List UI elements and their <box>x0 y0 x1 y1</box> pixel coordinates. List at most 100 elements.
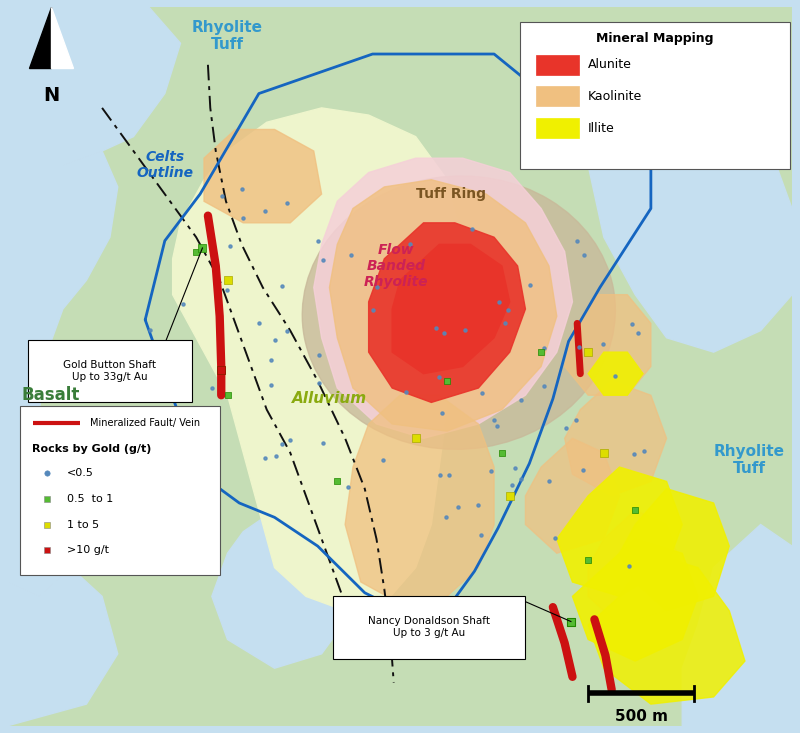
Point <box>221 274 234 286</box>
Point <box>432 372 445 383</box>
Point <box>638 445 651 457</box>
FancyBboxPatch shape <box>334 597 526 659</box>
Point <box>252 317 265 329</box>
Text: Flow
Banded
Rhyolite: Flow Banded Rhyolite <box>364 243 428 289</box>
Text: <0.5: <0.5 <box>67 468 94 478</box>
Text: 1 to 5: 1 to 5 <box>67 520 99 529</box>
Point <box>312 235 325 247</box>
Point <box>313 377 326 389</box>
Point <box>632 327 645 339</box>
Polygon shape <box>619 489 730 611</box>
Point <box>190 246 202 257</box>
Point <box>196 242 209 254</box>
Point <box>41 519 54 531</box>
Text: Rocks by Gold (g/t): Rocks by Gold (g/t) <box>31 444 151 454</box>
Point <box>155 373 168 385</box>
Point <box>475 387 488 399</box>
Point <box>223 240 236 252</box>
Point <box>317 437 330 449</box>
Point <box>576 465 589 476</box>
Point <box>177 298 190 309</box>
Point <box>269 334 282 346</box>
Point <box>626 318 638 330</box>
Point <box>514 394 527 406</box>
Text: Basalt: Basalt <box>543 23 602 42</box>
Bar <box>536 55 578 75</box>
Point <box>144 324 157 336</box>
Text: Mineralized Fault/ Vein: Mineralized Fault/ Vein <box>90 418 201 427</box>
Point <box>524 279 537 291</box>
Point <box>221 389 234 401</box>
Point <box>492 297 505 309</box>
Point <box>331 476 344 487</box>
FancyBboxPatch shape <box>20 406 220 575</box>
Point <box>534 346 547 358</box>
Text: Alluvium: Alluvium <box>292 391 367 406</box>
Point <box>622 560 635 572</box>
Point <box>485 465 498 477</box>
Text: 0.5  to 1: 0.5 to 1 <box>67 493 113 504</box>
Point <box>215 364 228 376</box>
Point <box>628 448 641 460</box>
Point <box>543 475 556 487</box>
Point <box>317 254 330 266</box>
Polygon shape <box>565 295 651 395</box>
Point <box>565 616 578 627</box>
Point <box>376 454 389 466</box>
Point <box>430 322 442 334</box>
Point <box>578 248 590 260</box>
Point <box>342 482 354 493</box>
Text: >10 g/t: >10 g/t <box>67 545 109 556</box>
Polygon shape <box>51 7 73 68</box>
Point <box>345 249 358 261</box>
Text: Rhyolite
Tuff: Rhyolite Tuff <box>714 443 784 476</box>
Point <box>276 280 289 292</box>
Point <box>495 447 508 459</box>
Point <box>538 342 550 354</box>
Polygon shape <box>8 7 792 726</box>
Point <box>367 304 380 316</box>
Point <box>502 304 514 316</box>
Point <box>276 438 289 449</box>
Point <box>41 545 54 556</box>
Polygon shape <box>565 381 666 496</box>
Polygon shape <box>314 158 573 438</box>
Point <box>312 349 325 361</box>
Polygon shape <box>588 510 682 625</box>
Point <box>537 380 550 392</box>
Point <box>41 467 54 479</box>
Point <box>573 342 586 353</box>
Text: Kaolinite: Kaolinite <box>588 90 642 103</box>
Point <box>436 408 449 419</box>
Point <box>265 379 278 391</box>
Point <box>451 501 464 513</box>
Point <box>215 364 228 376</box>
Polygon shape <box>204 130 322 223</box>
Text: Rhyolite
Tuff: Rhyolite Tuff <box>192 20 263 52</box>
Ellipse shape <box>302 176 615 449</box>
Point <box>441 375 454 387</box>
Point <box>466 223 478 235</box>
Text: Celts
Outline: Celts Outline <box>136 150 194 180</box>
FancyBboxPatch shape <box>520 22 790 169</box>
Text: Gold Button Shaft
Up to 33g/t Au: Gold Button Shaft Up to 33g/t Au <box>63 360 157 382</box>
Point <box>458 324 471 336</box>
Point <box>549 531 562 543</box>
Point <box>167 386 180 397</box>
Point <box>490 420 503 432</box>
Point <box>570 414 582 426</box>
Text: Alunite: Alunite <box>588 59 632 71</box>
Polygon shape <box>330 180 557 431</box>
Text: Illite: Illite <box>588 122 615 135</box>
Point <box>472 500 485 512</box>
Polygon shape <box>557 467 682 597</box>
Polygon shape <box>369 223 526 402</box>
Point <box>438 327 450 339</box>
Text: 500 m: 500 m <box>614 709 667 724</box>
Polygon shape <box>682 525 792 726</box>
Point <box>403 238 416 250</box>
Point <box>629 504 642 516</box>
Point <box>440 511 453 523</box>
Point <box>258 205 271 216</box>
Point <box>236 183 249 194</box>
